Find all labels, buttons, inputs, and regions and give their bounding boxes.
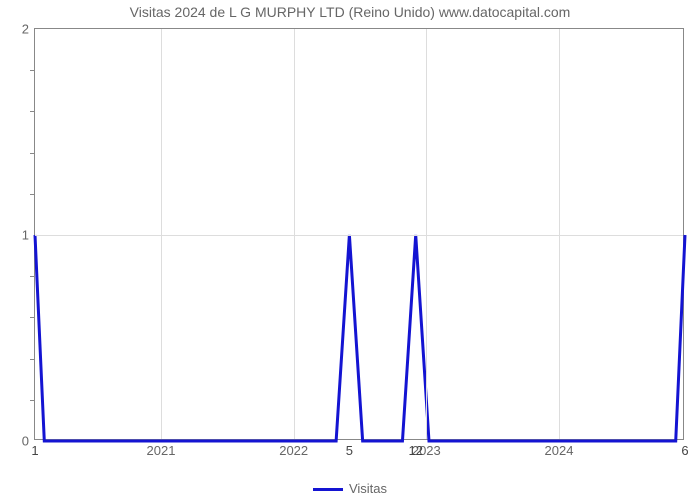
- y-minor-tick: [30, 111, 35, 112]
- y-tick-label: 2: [22, 22, 29, 37]
- y-minor-tick: [30, 70, 35, 71]
- y-minor-tick: [30, 359, 35, 360]
- grid-line-v: [294, 29, 295, 439]
- x-tick-label: 2022: [279, 443, 308, 458]
- value-label: 6: [681, 443, 688, 458]
- x-tick-label: 2021: [147, 443, 176, 458]
- legend-label: Visitas: [349, 481, 387, 496]
- grid-line-v: [559, 29, 560, 439]
- grid-line-v: [161, 29, 162, 439]
- y-minor-tick: [30, 317, 35, 318]
- y-tick-label: 1: [22, 228, 29, 243]
- y-minor-tick: [30, 276, 35, 277]
- value-label: 12: [408, 443, 422, 458]
- y-tick-label: 0: [22, 434, 29, 449]
- grid-line-v: [426, 29, 427, 439]
- value-label: 5: [346, 443, 353, 458]
- grid-line-h: [35, 235, 683, 236]
- y-minor-tick: [30, 194, 35, 195]
- x-tick-label: 2024: [545, 443, 574, 458]
- y-minor-tick: [30, 153, 35, 154]
- plot-area: 012202120222023202415126: [34, 28, 684, 440]
- y-minor-tick: [30, 400, 35, 401]
- legend: Visitas: [0, 481, 700, 496]
- value-label: 1: [31, 443, 38, 458]
- legend-swatch: [313, 488, 343, 491]
- chart-title: Visitas 2024 de L G MURPHY LTD (Reino Un…: [0, 4, 700, 20]
